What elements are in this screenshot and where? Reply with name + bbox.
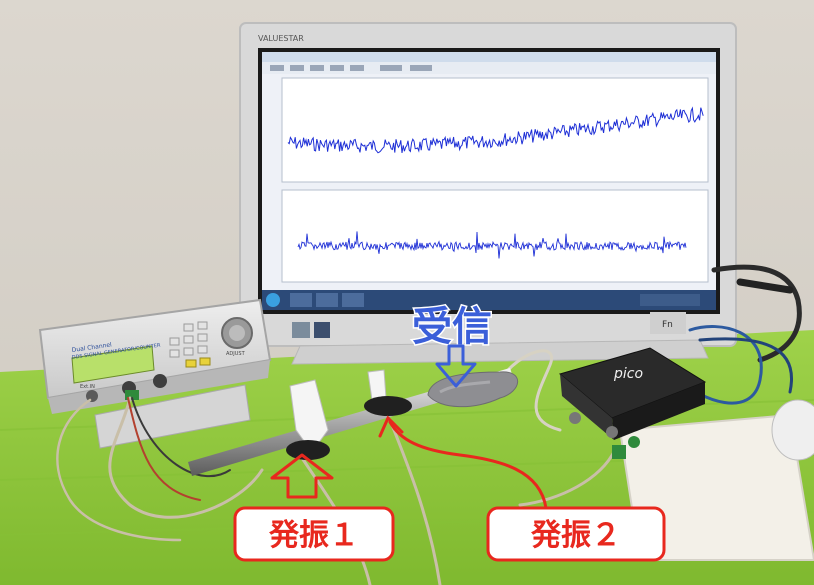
curved-arrow-icon	[378, 415, 548, 510]
svg-text:Fn: Fn	[662, 320, 673, 330]
down-arrow-icon	[435, 344, 477, 388]
oscilloscope: pico	[558, 347, 707, 459]
osc1-label: 発振１	[268, 518, 359, 553]
cables	[678, 264, 802, 405]
signal-generator: Dual Channel DDS SIGNAL GENERATOR/COUNTE…	[38, 298, 272, 449]
osc2-label: 発振２	[530, 518, 621, 553]
osc1-box: 発振１	[233, 506, 395, 562]
screen	[262, 52, 716, 310]
ext-in-label: Ext.IN	[80, 384, 95, 390]
scope-brand: pico	[613, 366, 643, 382]
mouse	[771, 399, 814, 461]
osc2-box: 発振２	[486, 506, 666, 562]
upper-waveform	[287, 106, 704, 154]
clamp-left	[286, 379, 330, 460]
receive-annotation: 受信	[411, 303, 494, 388]
monitor-brand: VALUESTAR	[258, 34, 304, 43]
signal-cables	[56, 349, 617, 585]
sticker	[314, 322, 330, 338]
up-arrow-icon	[270, 453, 334, 499]
lower-waveform	[297, 231, 687, 259]
sticker	[292, 322, 310, 338]
knob-label: ADJUST	[226, 351, 246, 357]
receive-label: 受信	[412, 304, 492, 350]
clamp-right	[364, 369, 412, 416]
